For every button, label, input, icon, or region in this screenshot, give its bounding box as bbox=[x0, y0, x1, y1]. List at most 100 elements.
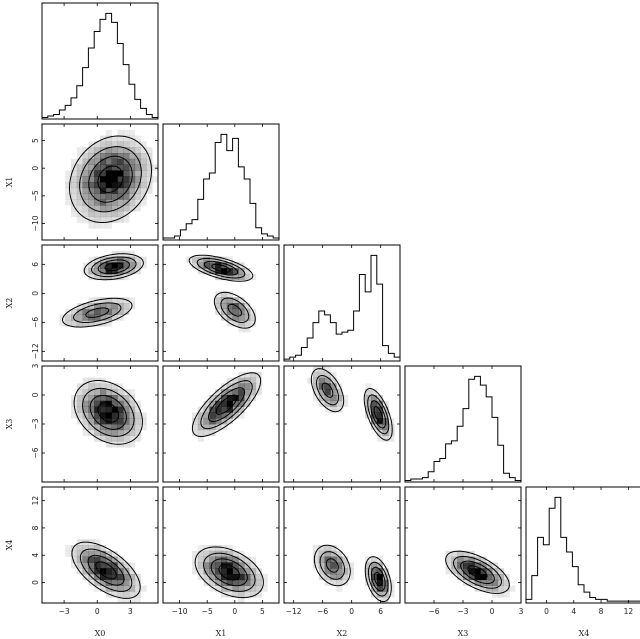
density-cell bbox=[244, 568, 251, 575]
density-cell bbox=[226, 545, 233, 552]
density-cell bbox=[111, 435, 118, 442]
density-cell bbox=[497, 591, 504, 598]
density-cell bbox=[111, 193, 118, 200]
density-cell bbox=[238, 562, 245, 569]
density-cell bbox=[94, 199, 101, 206]
density-cell bbox=[146, 187, 153, 194]
x-tick-label: 3 bbox=[128, 607, 133, 616]
density-cell bbox=[76, 216, 83, 223]
density-cell bbox=[209, 256, 216, 263]
x-tick-label: 0 bbox=[95, 607, 100, 616]
density-cell bbox=[100, 418, 107, 425]
density-cell bbox=[140, 153, 147, 160]
density-cell bbox=[105, 320, 112, 327]
density-cell bbox=[82, 187, 89, 194]
density-cell bbox=[209, 585, 216, 592]
density-cell bbox=[94, 308, 101, 315]
density-cell bbox=[365, 400, 372, 407]
density-cell bbox=[134, 424, 141, 431]
density-cell bbox=[94, 153, 101, 160]
density-cell bbox=[100, 211, 107, 218]
y-tick-label: 0 bbox=[31, 580, 40, 585]
density-cell bbox=[88, 406, 95, 413]
density-cell bbox=[313, 389, 320, 396]
panel-frame bbox=[525, 486, 640, 604]
x-tick-label: 3 bbox=[519, 607, 524, 616]
density-cell bbox=[244, 320, 251, 327]
density-cell bbox=[203, 262, 210, 269]
density-cell bbox=[71, 176, 78, 183]
density-cell bbox=[238, 400, 245, 407]
density-cell bbox=[100, 216, 107, 223]
density-cell bbox=[342, 568, 349, 575]
density-cell bbox=[123, 308, 130, 315]
density-cell bbox=[382, 412, 389, 419]
density-cell bbox=[209, 562, 216, 569]
density-cell bbox=[82, 412, 89, 419]
density-cell bbox=[100, 389, 107, 396]
density-cell bbox=[123, 170, 130, 177]
density-cell bbox=[474, 562, 481, 569]
contour-line-4 bbox=[104, 262, 124, 272]
density-cell bbox=[197, 424, 204, 431]
density-cell bbox=[192, 424, 199, 431]
density-cell bbox=[318, 377, 325, 384]
density-cell bbox=[123, 158, 130, 165]
density-cell bbox=[382, 597, 389, 603]
density-cell bbox=[123, 129, 130, 136]
density-cell bbox=[105, 429, 112, 436]
hist-panel-x1 bbox=[162, 123, 280, 241]
density-cell bbox=[445, 568, 452, 575]
density-cell bbox=[82, 395, 89, 402]
x-tick-label: −12 bbox=[286, 607, 302, 616]
hist-panel-x3 bbox=[404, 365, 522, 483]
density-cell bbox=[82, 400, 89, 407]
density-cell bbox=[486, 574, 493, 581]
density-cell bbox=[105, 383, 112, 390]
density-cell bbox=[232, 400, 239, 407]
density-cell bbox=[313, 377, 320, 384]
density-cell bbox=[382, 435, 389, 442]
density-cell bbox=[388, 435, 395, 442]
density-cell bbox=[342, 562, 349, 569]
density-cell bbox=[94, 262, 101, 269]
density-cell bbox=[146, 170, 153, 177]
density-cell bbox=[105, 297, 112, 304]
density-cell bbox=[111, 262, 118, 269]
density-cell bbox=[82, 320, 89, 327]
density-cell bbox=[82, 550, 89, 557]
density-cell bbox=[134, 187, 141, 194]
density-cell bbox=[100, 193, 107, 200]
density-cell bbox=[330, 579, 337, 586]
density-cell bbox=[376, 579, 383, 586]
density-cell bbox=[111, 579, 118, 586]
density-cell bbox=[134, 400, 141, 407]
density-cell bbox=[123, 591, 130, 598]
density-cell bbox=[215, 274, 222, 281]
density-cell bbox=[123, 216, 130, 223]
density-cell bbox=[105, 579, 112, 586]
density-cell bbox=[111, 176, 118, 183]
density-cell bbox=[117, 424, 124, 431]
density-cell bbox=[388, 429, 395, 436]
density-cell bbox=[146, 176, 153, 183]
y-axis-title-x1: X1 bbox=[5, 177, 14, 188]
density-cell bbox=[117, 435, 124, 442]
density-cell bbox=[376, 597, 383, 603]
density-cell bbox=[82, 216, 89, 223]
density-cell bbox=[192, 429, 199, 436]
density-cell bbox=[313, 383, 320, 390]
density-cell bbox=[140, 182, 147, 189]
density-cell bbox=[215, 545, 222, 552]
hist-panel-x2 bbox=[283, 244, 401, 362]
density-cell bbox=[65, 187, 72, 194]
density-cell bbox=[71, 158, 78, 165]
density-cell bbox=[238, 406, 245, 413]
density-cell bbox=[474, 579, 481, 586]
density-cell bbox=[88, 141, 95, 148]
density-cell bbox=[117, 141, 124, 148]
density-cell bbox=[134, 205, 141, 212]
density-cell bbox=[209, 412, 216, 419]
density-cell bbox=[123, 182, 130, 189]
density-cell bbox=[88, 216, 95, 223]
